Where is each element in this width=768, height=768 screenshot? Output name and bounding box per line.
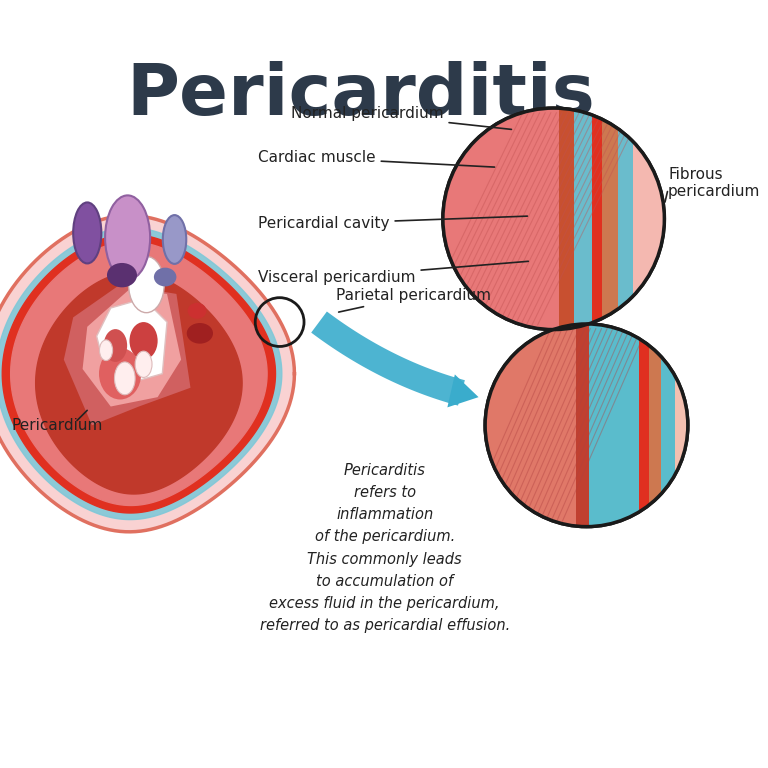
Polygon shape <box>97 299 167 383</box>
Polygon shape <box>448 375 478 407</box>
Ellipse shape <box>154 267 177 286</box>
Polygon shape <box>634 104 664 334</box>
Polygon shape <box>602 104 618 334</box>
Polygon shape <box>559 104 574 334</box>
Ellipse shape <box>73 203 101 263</box>
Ellipse shape <box>99 348 141 399</box>
Ellipse shape <box>128 257 164 313</box>
Polygon shape <box>592 104 602 334</box>
Polygon shape <box>618 104 634 334</box>
Text: Cardiac muscle: Cardiac muscle <box>258 151 495 167</box>
Polygon shape <box>0 228 282 520</box>
Polygon shape <box>576 319 588 531</box>
Polygon shape <box>64 284 190 425</box>
Text: Fibrous
pericardium: Fibrous pericardium <box>668 167 760 200</box>
Text: Pericardium: Pericardium <box>12 418 103 433</box>
Ellipse shape <box>187 303 207 319</box>
Polygon shape <box>0 216 294 531</box>
Polygon shape <box>83 290 181 406</box>
Polygon shape <box>661 319 674 531</box>
Text: Visceral pericardium: Visceral pericardium <box>258 261 528 284</box>
Polygon shape <box>11 242 267 505</box>
Text: Pericarditis: Pericarditis <box>126 61 594 131</box>
Polygon shape <box>574 104 592 334</box>
Ellipse shape <box>114 362 135 395</box>
Ellipse shape <box>105 195 150 280</box>
Circle shape <box>485 324 688 527</box>
Ellipse shape <box>100 340 113 360</box>
Text: Pericardial cavity: Pericardial cavity <box>258 216 528 231</box>
Ellipse shape <box>163 215 187 264</box>
Ellipse shape <box>107 263 137 287</box>
Ellipse shape <box>130 322 157 359</box>
Polygon shape <box>649 319 661 531</box>
Text: Pericarditis
refers to
inflammation
of the pericardium.
This commonly leads
to a: Pericarditis refers to inflammation of t… <box>260 463 510 634</box>
Polygon shape <box>2 234 276 513</box>
Circle shape <box>443 108 664 329</box>
Text: Normal pericardium: Normal pericardium <box>291 106 511 129</box>
Polygon shape <box>674 319 688 531</box>
Ellipse shape <box>135 351 152 377</box>
Ellipse shape <box>104 329 127 362</box>
Polygon shape <box>639 319 649 531</box>
Polygon shape <box>35 272 242 494</box>
Polygon shape <box>443 104 559 334</box>
Ellipse shape <box>187 323 213 343</box>
Polygon shape <box>311 312 465 406</box>
Polygon shape <box>485 319 576 531</box>
Text: Parietal pericardium: Parietal pericardium <box>336 288 491 312</box>
Polygon shape <box>588 319 639 531</box>
